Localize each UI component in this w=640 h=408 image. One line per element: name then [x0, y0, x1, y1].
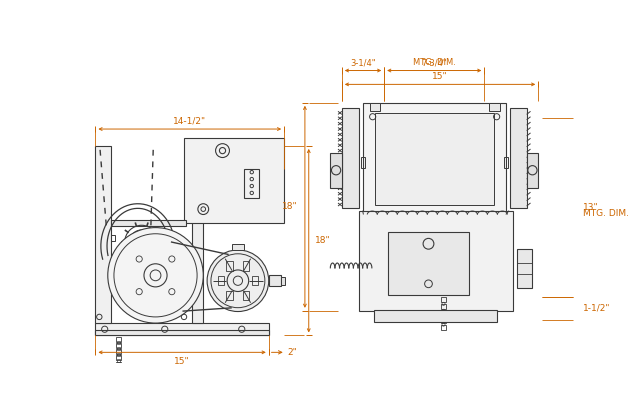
Bar — [281, 277, 285, 285]
Text: 7-3/4": 7-3/4" — [422, 58, 447, 67]
Bar — [361, 157, 365, 169]
Bar — [116, 361, 121, 366]
Bar — [441, 318, 446, 323]
Bar — [95, 146, 111, 323]
Bar — [95, 323, 269, 335]
Bar — [117, 366, 120, 368]
Bar — [184, 138, 284, 223]
Text: 1-1/2": 1-1/2" — [583, 304, 611, 313]
Bar — [269, 275, 281, 286]
Bar — [111, 255, 115, 261]
Bar — [359, 211, 513, 311]
Bar — [111, 235, 115, 242]
Bar — [116, 337, 121, 341]
Text: 18": 18" — [282, 202, 297, 211]
Bar — [116, 349, 121, 354]
Bar — [527, 153, 538, 188]
Bar — [192, 208, 204, 323]
Bar — [117, 341, 120, 344]
Bar — [116, 368, 121, 373]
Text: 15": 15" — [432, 72, 448, 81]
Bar — [441, 311, 446, 316]
Bar — [504, 157, 508, 169]
Bar — [374, 310, 497, 322]
Bar — [111, 278, 115, 284]
Bar — [116, 355, 121, 360]
Bar — [369, 103, 380, 111]
Bar — [227, 262, 232, 271]
Bar — [95, 330, 269, 335]
Bar — [243, 291, 250, 300]
Bar — [441, 325, 446, 330]
Bar — [117, 347, 120, 350]
Bar — [388, 232, 469, 295]
Bar — [441, 297, 446, 302]
Text: 18": 18" — [315, 236, 330, 245]
Bar — [375, 113, 494, 205]
Text: 13": 13" — [583, 203, 598, 212]
Bar — [117, 359, 120, 362]
Bar — [489, 103, 500, 111]
Bar — [227, 291, 232, 300]
Circle shape — [207, 250, 269, 312]
Text: MTG. DIM.: MTG. DIM. — [583, 209, 629, 218]
Bar — [116, 343, 121, 348]
Text: 15": 15" — [174, 357, 190, 366]
Circle shape — [108, 228, 204, 323]
Bar — [117, 353, 120, 356]
Bar — [509, 108, 527, 208]
Text: MTG. DIM.: MTG. DIM. — [413, 58, 456, 67]
Bar — [218, 276, 224, 285]
Bar — [364, 103, 506, 215]
Bar — [330, 153, 342, 188]
Bar — [252, 276, 258, 285]
Bar — [232, 244, 244, 250]
Bar — [244, 169, 259, 198]
Bar — [342, 108, 359, 208]
Text: 3-1/4": 3-1/4" — [350, 58, 376, 67]
Text: 2": 2" — [287, 348, 297, 357]
Text: 14-1/2": 14-1/2" — [173, 117, 206, 126]
Bar — [516, 249, 532, 288]
Bar — [111, 220, 186, 226]
Bar — [243, 262, 250, 271]
Bar — [441, 304, 446, 309]
